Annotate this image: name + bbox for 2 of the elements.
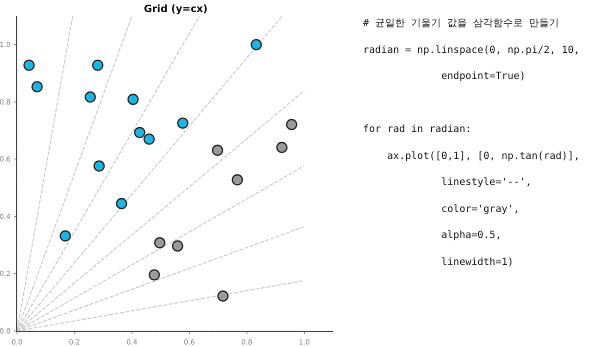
- chart-title: Grid (y=cx): [144, 4, 208, 16]
- text: # 균일한 기울기 값을 삼각함수로 만들기 radian = np.linspace(0, np.pi/2, 10, endpoint=True) for rad in radian: ax.plot([0,1], [0, np.tan(rad)], linestyle='--', color='gray', alpha=0.5, linewidth=1): [363, 18, 580, 268]
